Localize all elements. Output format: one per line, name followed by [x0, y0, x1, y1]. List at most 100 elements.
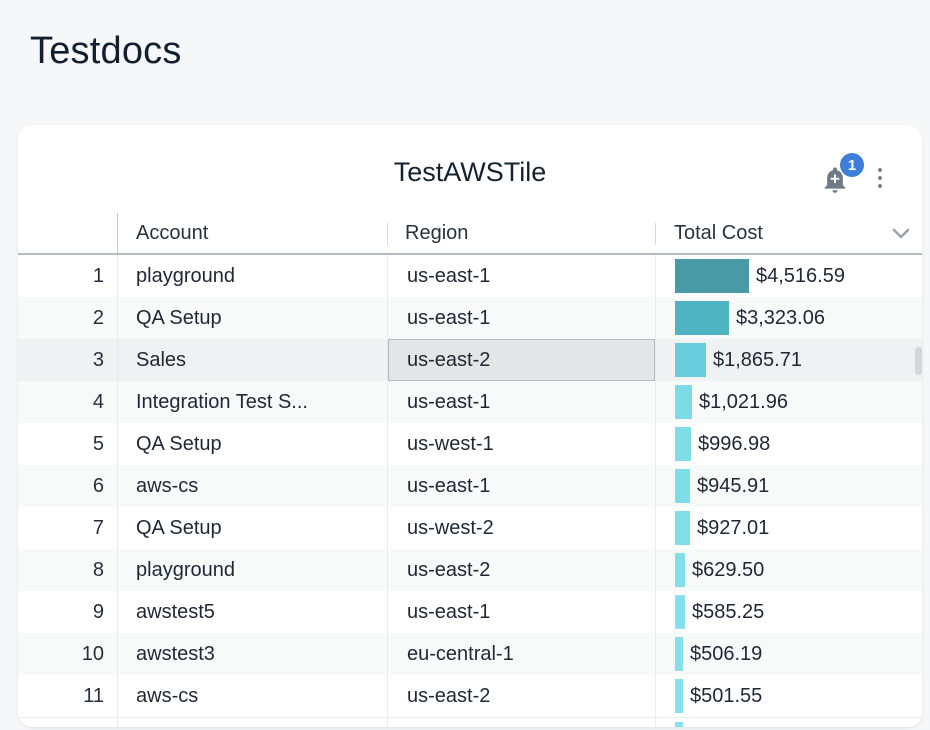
cost-bar	[675, 469, 690, 503]
cost-bar	[675, 385, 692, 419]
cell-account[interactable]	[117, 718, 387, 727]
cell-total-cost[interactable]: $996.98	[655, 423, 922, 465]
row-number	[18, 718, 117, 727]
region-value: eu-central-1	[407, 642, 514, 665]
cost-bar	[675, 595, 685, 629]
table-row[interactable]: 8 playground us-east-2 $629.50	[18, 549, 922, 591]
table-row[interactable]: 5 QA Setup us-west-1 $996.98	[18, 423, 922, 465]
cell-total-cost[interactable]: $585.25	[655, 591, 922, 633]
region-value: us-east-2	[407, 558, 491, 581]
column-header-total-cost-label: Total Cost	[674, 221, 763, 244]
cell-account[interactable]: Integration Test S...	[117, 381, 387, 423]
cell-account[interactable]: awstest3	[117, 633, 387, 675]
table-body: 1 playground us-east-1 $4,516.59 2 QA Se…	[18, 255, 922, 727]
cost-value: $1,865.71	[713, 348, 802, 371]
cost-value: $501.55	[690, 684, 763, 707]
table-row[interactable]: 10 awstest3 eu-central-1 $506.19	[18, 633, 922, 675]
cost-bar	[675, 343, 706, 377]
cost-value: $4,516.59	[756, 264, 845, 287]
table-header-row: Account Region Total Cost	[18, 213, 922, 255]
cell-account[interactable]: awstest5	[117, 591, 387, 633]
cell-account[interactable]: QA Setup	[117, 507, 387, 549]
table-row[interactable]: 6 aws-cs us-east-1 $945.91	[18, 465, 922, 507]
table-row[interactable]: 3 Sales us-east-2 $1,865.71	[18, 339, 922, 381]
cell-region[interactable]: us-east-2	[387, 549, 655, 591]
cell-total-cost[interactable]: $3,323.06	[655, 297, 922, 339]
row-number: 5	[92, 432, 104, 455]
cost-bar	[675, 427, 691, 461]
row-number: 3	[92, 348, 104, 371]
scrollbar-thumb[interactable]	[915, 347, 922, 375]
region-value: us-west-2	[407, 516, 494, 539]
column-header-region[interactable]: Region	[387, 213, 655, 253]
cost-value: $996.98	[698, 432, 771, 455]
cost-bar	[675, 301, 729, 335]
region-value: us-east-1	[407, 474, 491, 497]
cost-value: $945.91	[697, 474, 770, 497]
cell-account[interactable]: QA Setup	[117, 423, 387, 465]
cell-region[interactable]	[387, 718, 655, 727]
column-header-account[interactable]: Account	[117, 213, 387, 253]
cell-account[interactable]: playground	[117, 549, 387, 591]
cell-total-cost[interactable]: $4,516.59	[655, 255, 922, 297]
kebab-dot	[878, 184, 882, 188]
bell-plus-icon	[824, 167, 846, 193]
table-row[interactable]: 11 aws-cs us-east-2 $501.55	[18, 675, 922, 717]
region-value: us-east-2	[407, 348, 491, 371]
cell-total-cost[interactable]	[655, 718, 922, 727]
row-number: 1	[92, 264, 104, 287]
cell-region[interactable]: us-east-2	[387, 339, 655, 381]
cell-account[interactable]: QA Setup	[117, 297, 387, 339]
cell-region[interactable]: us-east-1	[387, 591, 655, 633]
cell-region[interactable]: us-west-1	[387, 423, 655, 465]
table-row-partial[interactable]	[18, 717, 922, 727]
page-title: Testdocs	[30, 30, 182, 72]
row-number: 11	[83, 684, 104, 707]
cost-bar	[675, 679, 683, 713]
cell-total-cost[interactable]: $1,865.71	[655, 339, 922, 381]
cell-total-cost[interactable]: $945.91	[655, 465, 922, 507]
cell-account[interactable]: aws-cs	[117, 465, 387, 507]
row-number: 6	[92, 474, 104, 497]
cost-value: $927.01	[697, 516, 770, 539]
cell-total-cost[interactable]: $629.50	[655, 549, 922, 591]
add-alert-button[interactable]: 1	[820, 153, 864, 195]
cell-account[interactable]: aws-cs	[117, 675, 387, 717]
column-header-total-cost[interactable]: Total Cost	[655, 213, 922, 253]
cost-value: $506.19	[690, 642, 763, 665]
table-row[interactable]: 1 playground us-east-1 $4,516.59	[18, 255, 922, 297]
table-row[interactable]: 7 QA Setup us-west-2 $927.01	[18, 507, 922, 549]
cell-total-cost[interactable]: $506.19	[655, 633, 922, 675]
cell-region[interactable]: eu-central-1	[387, 633, 655, 675]
cell-region[interactable]: us-west-2	[387, 507, 655, 549]
cost-bar	[675, 511, 690, 545]
chevron-down-icon[interactable]	[892, 228, 910, 239]
row-number: 8	[92, 558, 104, 581]
cell-total-cost[interactable]: $1,021.96	[655, 381, 922, 423]
cost-bar	[675, 259, 749, 293]
cell-total-cost[interactable]: $501.55	[655, 675, 922, 717]
table-row[interactable]: 4 Integration Test S... us-east-1 $1,021…	[18, 381, 922, 423]
row-number: 4	[92, 390, 104, 413]
row-number: 10	[81, 642, 104, 665]
cell-region[interactable]: us-east-1	[387, 465, 655, 507]
cell-region[interactable]: us-east-1	[387, 297, 655, 339]
cost-value: $629.50	[692, 558, 765, 581]
tile-title: TestAWSTile	[393, 157, 547, 187]
tile-header-actions: 1	[820, 153, 888, 195]
cell-region[interactable]: us-east-1	[387, 255, 655, 297]
cell-total-cost[interactable]: $927.01	[655, 507, 922, 549]
table-row[interactable]: 2 QA Setup us-east-1 $3,323.06	[18, 297, 922, 339]
kebab-dot	[878, 176, 882, 180]
cost-value: $1,021.96	[699, 390, 788, 413]
cell-account[interactable]: playground	[117, 255, 387, 297]
cell-region[interactable]: us-east-1	[387, 381, 655, 423]
kebab-dot	[878, 168, 882, 172]
row-number: 9	[92, 600, 104, 623]
cell-region[interactable]: us-east-2	[387, 675, 655, 717]
table-row[interactable]: 9 awstest5 us-east-1 $585.25	[18, 591, 922, 633]
cost-bar	[675, 721, 683, 727]
cell-account[interactable]: Sales	[117, 339, 387, 381]
kebab-menu-button[interactable]	[872, 164, 888, 192]
notification-badge: 1	[840, 153, 864, 177]
